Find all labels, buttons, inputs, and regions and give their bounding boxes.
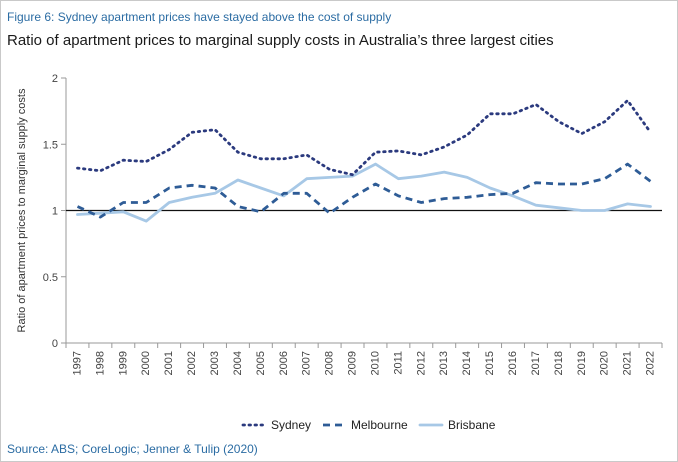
legend-label-brisbane: Brisbane <box>448 418 496 432</box>
x-tick-label: 1999 <box>117 351 129 375</box>
y-tick-label: 2 <box>52 73 58 85</box>
x-tick-label: 2003 <box>209 351 221 375</box>
y-axis-title: Ratio of apartment prices to marginal su… <box>16 88 28 332</box>
x-tick-label: 2022 <box>645 351 657 375</box>
figure-label: Figure 6: Sydney apartment prices have s… <box>7 10 392 24</box>
y-tick-label: 1 <box>52 206 58 218</box>
x-tick-label: 2011 <box>392 351 404 375</box>
x-tick-label: 2021 <box>622 351 634 375</box>
x-tick-label: 2017 <box>530 351 542 375</box>
axes: 0 0.5 1 1.5 2 1997 1998 1999 2000 2001 2002 2003 200… <box>16 73 663 375</box>
x-tick-label: 2013 <box>438 351 450 375</box>
y-tick-label: 0 <box>52 338 58 350</box>
chart-title: Ratio of apartment prices to marginal su… <box>7 32 554 49</box>
x-tick-label: 2008 <box>324 351 336 375</box>
x-tick-label: 2018 <box>553 351 565 375</box>
y-tick-label: 1.5 <box>43 139 58 151</box>
x-tick-label: 1997 <box>71 351 83 375</box>
y-tick-label: 0.5 <box>43 272 58 284</box>
x-tick-label: 2000 <box>140 351 152 375</box>
legend: Sydney Melbourne Brisbane <box>241 418 496 432</box>
x-tick-label: 2001 <box>163 351 175 375</box>
series-line-melbourne <box>76 162 652 219</box>
x-tick-label: 2004 <box>232 351 244 375</box>
x-tick-label: 1998 <box>94 351 106 375</box>
legend-label-sydney: Sydney <box>271 418 311 432</box>
x-tick-label: 2014 <box>461 351 473 375</box>
x-tick-label: 2006 <box>278 351 290 375</box>
x-tick-label: 2010 <box>369 351 381 375</box>
legend-label-melbourne: Melbourne <box>351 418 408 432</box>
x-tick-label: 2020 <box>599 351 611 375</box>
series-line-brisbane <box>76 162 652 223</box>
x-tick-label: 2005 <box>255 351 267 375</box>
x-tick-label: 2016 <box>507 351 519 375</box>
series-line-sydney <box>76 99 652 177</box>
x-tick-label: 2007 <box>301 351 313 375</box>
x-tick-label: 2002 <box>186 351 198 375</box>
x-tick-label: 2012 <box>415 351 427 375</box>
x-tick-label: 2019 <box>576 351 588 375</box>
x-tick-label: 2015 <box>484 351 496 375</box>
x-tick-label: 2009 <box>347 351 359 375</box>
source-note: Source: ABS; CoreLogic; Jenner & Tulip (… <box>7 442 258 456</box>
series-layer <box>76 99 652 223</box>
